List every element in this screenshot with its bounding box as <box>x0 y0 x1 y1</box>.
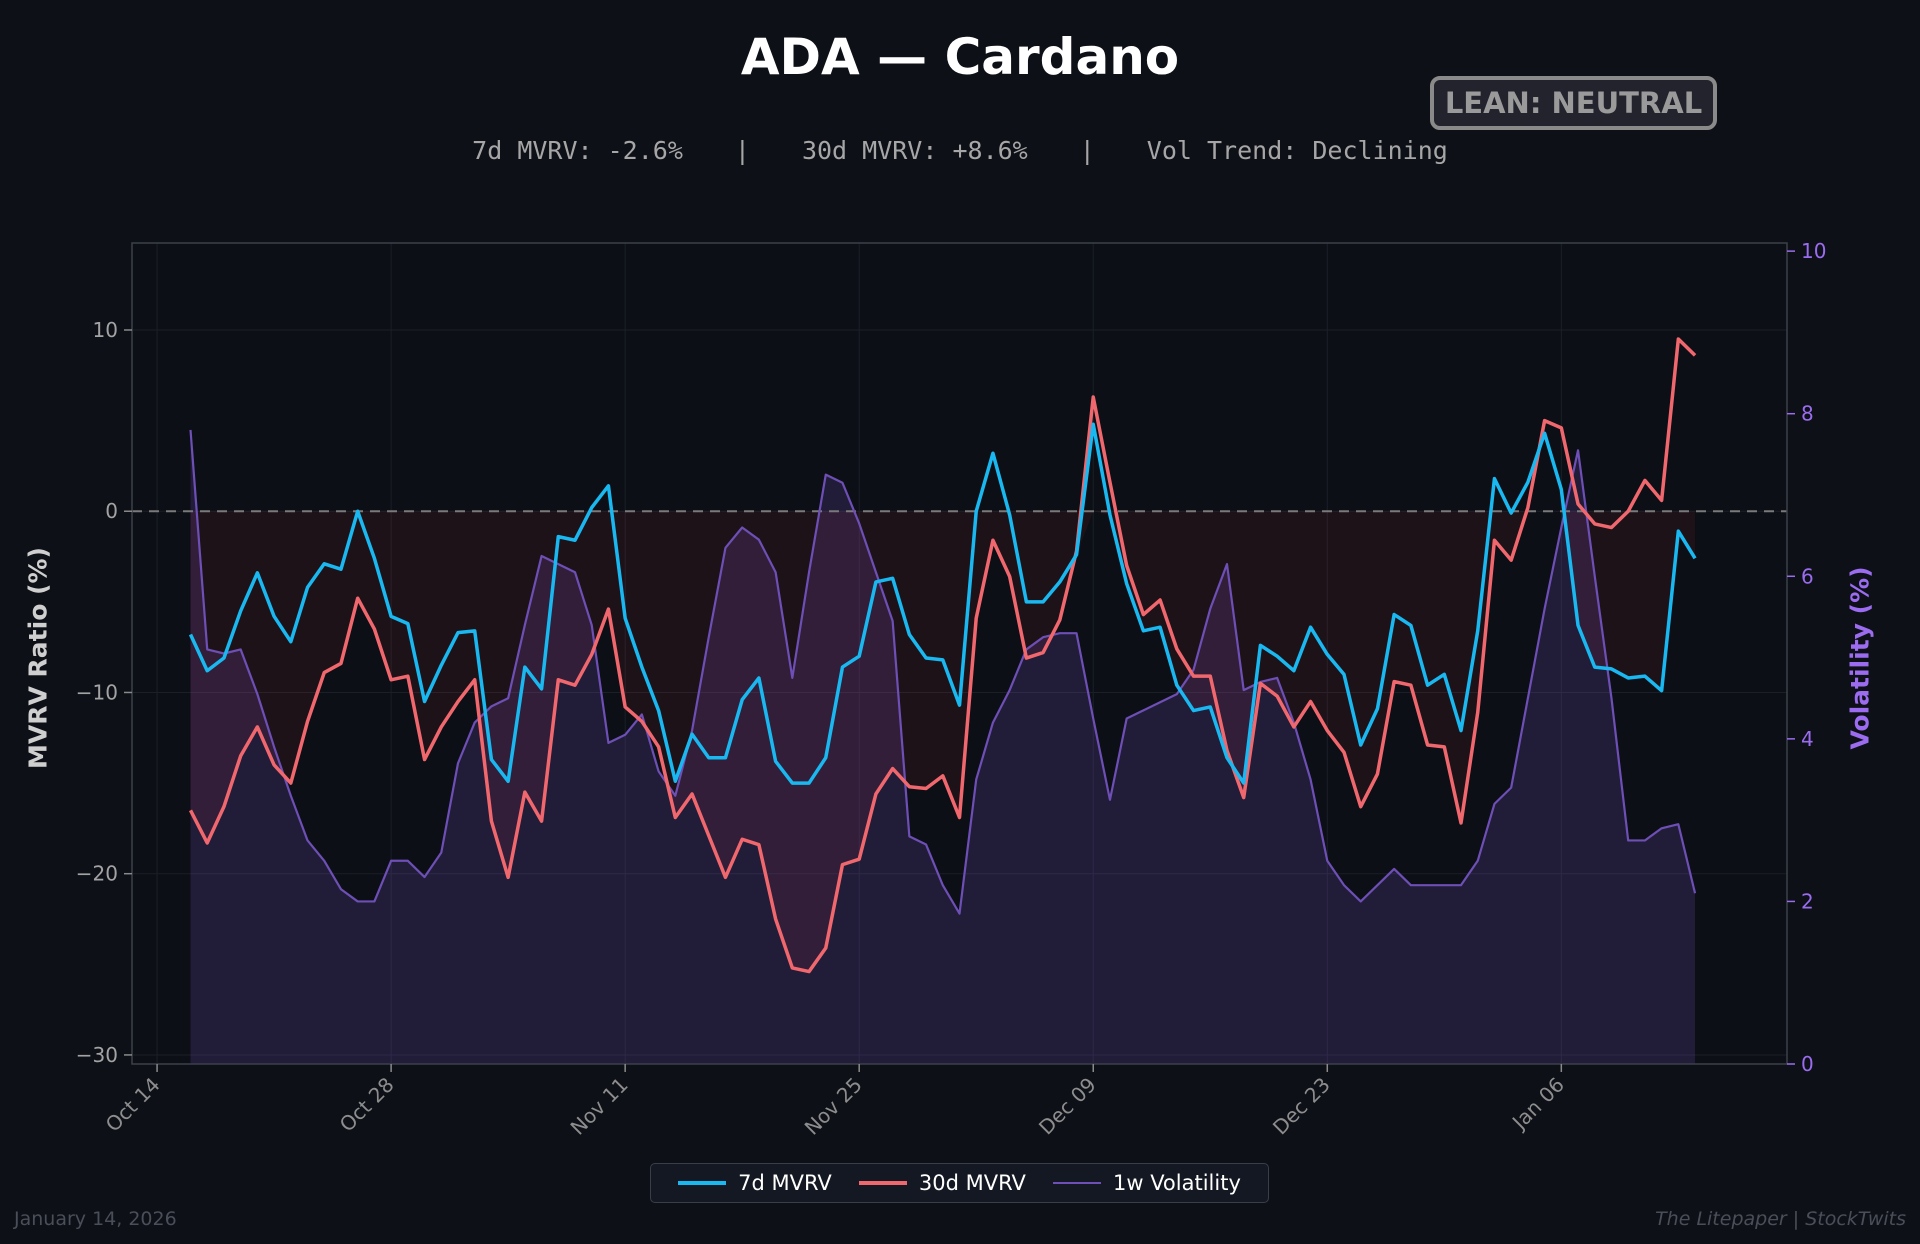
y-left-tick-label: −10 <box>76 680 118 704</box>
x-tick-label: Nov 11 <box>566 1073 633 1140</box>
y-right-tick-label: 8 <box>1801 402 1814 426</box>
y-right-tick-label: 0 <box>1801 1052 1814 1076</box>
y-left-tick-label: −20 <box>76 862 118 886</box>
x-tick-label: Jan 06 <box>1506 1073 1569 1136</box>
x-tick-label: Dec 09 <box>1034 1073 1101 1140</box>
metric-vol-trend: Vol Trend: Declining <box>1146 136 1448 165</box>
legend-label-1w-volatility: 1w Volatility <box>1112 1171 1241 1195</box>
legend-swatch-7d-mvrv <box>678 1181 727 1185</box>
metric-separator: | <box>1079 136 1095 165</box>
x-tick-label: Oct 28 <box>335 1073 399 1137</box>
legend-item-1w-volatility: 1w Volatility <box>1052 1171 1241 1195</box>
x-tick-label: Nov 25 <box>800 1073 867 1140</box>
y-right-tick-label: 4 <box>1801 727 1814 751</box>
mvrv-30d-line <box>188 337 1697 974</box>
mvrv-7d-line <box>188 422 1697 785</box>
legend-swatch-30d-mvrv <box>858 1181 907 1185</box>
metric-7d-mvrv: 7d MVRV: -2.6% <box>472 136 683 165</box>
y-right-tick-label: 2 <box>1801 889 1814 913</box>
y-left-tick-label: −30 <box>76 1043 118 1067</box>
plot-frame <box>131 242 1788 1065</box>
y-right-tick-label: 6 <box>1801 564 1814 588</box>
footer-credit: The Litepaper | StockTwits <box>1655 1208 1906 1230</box>
legend-label-7d-mvrv: 7d MVRV <box>738 1171 832 1195</box>
x-tick-label: Oct 14 <box>101 1073 165 1137</box>
legend-item-30d-mvrv: 30d MVRV <box>858 1171 1026 1195</box>
negative-mvrv-region <box>190 511 1696 972</box>
x-tick-label: Dec 23 <box>1268 1073 1335 1140</box>
metrics-subtitle: 7d MVRV: -2.6% | 30d MVRV: +8.6% | Vol Trend… <box>0 136 1920 165</box>
y-left-tick-label: 0 <box>105 499 118 523</box>
metric-30d-mvrv: 30d MVRV: +8.6% <box>801 136 1028 165</box>
legend-item-7d-mvrv: 7d MVRV <box>678 1171 832 1195</box>
footer-date: January 14, 2026 <box>14 1208 177 1230</box>
y-left-tick-label: 10 <box>93 318 118 342</box>
volatility-area <box>190 429 1696 1064</box>
chart-title: ADA — Cardano <box>740 28 1180 86</box>
plot-area <box>132 243 1787 1064</box>
y-right-tick-label: 10 <box>1801 239 1826 263</box>
legend-swatch-1w-volatility <box>1052 1182 1101 1184</box>
metric-separator: | <box>734 136 750 165</box>
legend-label-30d-mvrv: 30d MVRV <box>918 1171 1026 1195</box>
y-axis-left-label: MVRV Ratio (%) <box>23 547 53 769</box>
y-axis-right-label: Volatility (%) <box>1845 566 1875 750</box>
chart-legend: 7d MVRV 30d MVRV 1w Volatility <box>650 1163 1269 1203</box>
lean-badge: LEAN: NEUTRAL <box>1430 76 1717 130</box>
volatility-line <box>189 429 1697 915</box>
